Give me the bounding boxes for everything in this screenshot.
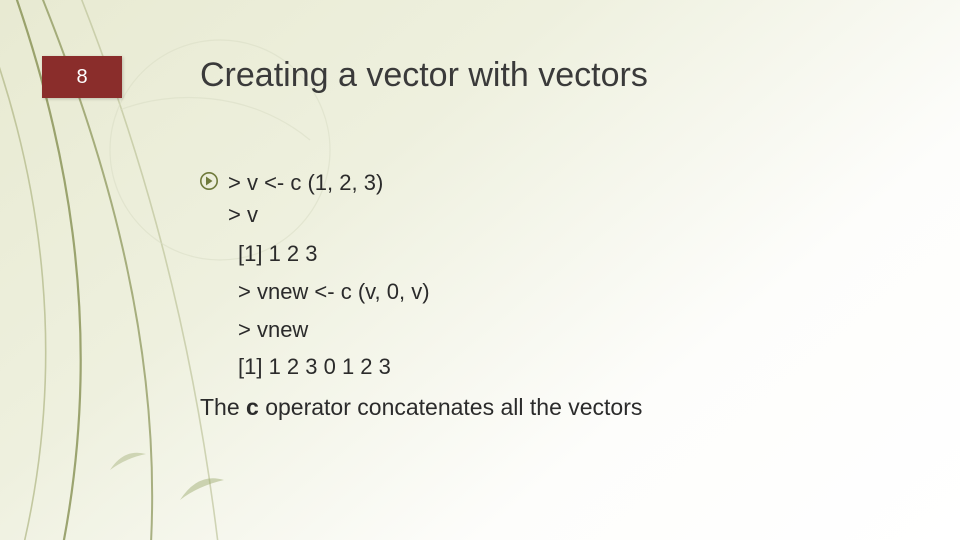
closing-bold-c: c: [246, 394, 259, 420]
slide-title: Creating a vector with vectors: [200, 56, 648, 95]
code-text: [1] 1 2 3: [238, 241, 318, 266]
code-text: > vnew: [238, 317, 308, 342]
closing-pre: The: [200, 394, 246, 420]
slide: 8 Creating a vector with vectors > v <- …: [0, 0, 960, 540]
code-text: > v: [228, 202, 258, 227]
page-number: 8: [76, 66, 87, 89]
code-text: > v <- c (1, 2, 3): [228, 170, 383, 195]
code-line-6: [1] 1 2 3 0 1 2 3: [200, 352, 880, 382]
closing-post: operator concatenates all the vectors: [259, 394, 643, 420]
code-text: > vnew <- c (v, 0, v): [238, 279, 430, 304]
closing-sentence: The c operator concatenates all the vect…: [200, 392, 880, 423]
code-line-2: > v: [200, 200, 880, 230]
code-line-3: [1] 1 2 3: [200, 239, 880, 269]
code-line-4: > vnew <- c (v, 0, v): [200, 277, 880, 307]
code-line-5: > vnew: [200, 315, 880, 345]
page-number-badge: 8: [42, 56, 122, 98]
code-text: [1] 1 2 3 0 1 2 3: [238, 354, 391, 379]
bullet-arrow-icon: [200, 172, 218, 190]
code-line-1: > v <- c (1, 2, 3): [200, 168, 880, 198]
slide-content: > v <- c (1, 2, 3) > v [1] 1 2 3 > vnew …: [200, 168, 880, 423]
